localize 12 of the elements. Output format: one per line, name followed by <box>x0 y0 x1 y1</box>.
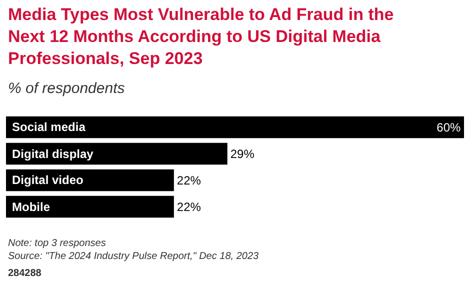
y-tick-label: Mobile <box>12 200 50 214</box>
data-label: 29% <box>230 146 255 161</box>
y-tick-label: Digital display <box>12 147 94 161</box>
text: Note: top 3 responses Source: "The 2024 Industry Pulse Report," Dec 18, 2023 <box>8 238 260 262</box>
chart-subtitle: % of respondents <box>8 80 126 97</box>
y-tick-label: Digital video <box>12 173 84 187</box>
y-tick-label: Social media <box>12 120 86 134</box>
data-label: 22% <box>176 200 202 214</box>
chart-title: Media Types Most Vulnerable to Ad Fraud in the Next 12 Months According to US Digital Media Professionals, Sep 2023 <box>8 5 394 68</box>
data-label: 60% <box>436 120 461 134</box>
text: 284288 <box>8 268 42 279</box>
data-label: 22% <box>176 173 202 188</box>
